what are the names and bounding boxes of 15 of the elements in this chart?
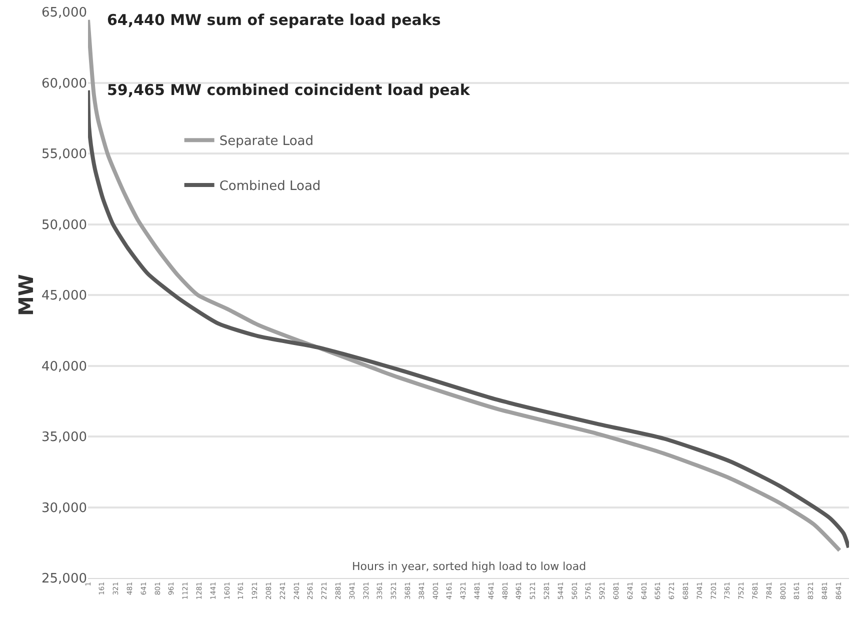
legend-label: Separate Load: [219, 134, 314, 150]
y-tick-label: 40,000: [42, 359, 87, 374]
y-tick-label: 55,000: [42, 147, 87, 162]
x-axis-title: Hours in year, sorted high load to low load: [352, 560, 586, 573]
y-tick-label: 50,000: [42, 218, 87, 233]
y-tick-label: 25,000: [42, 572, 87, 587]
y-axis-title: MW: [14, 274, 38, 316]
y-tick-label: 45,000: [42, 288, 87, 304]
legend-label: Combined Load: [219, 179, 321, 194]
annotation: 59,465 MW combined coincident load peak: [107, 81, 471, 99]
annotation: 64,440 MW sum of separate load peaks: [107, 11, 441, 29]
y-tick-label: 35,000: [42, 430, 87, 446]
y-tick-label: 60,000: [42, 76, 87, 92]
y-tick-label: 30,000: [42, 500, 87, 516]
y-tick-label: 65,000: [42, 6, 87, 21]
